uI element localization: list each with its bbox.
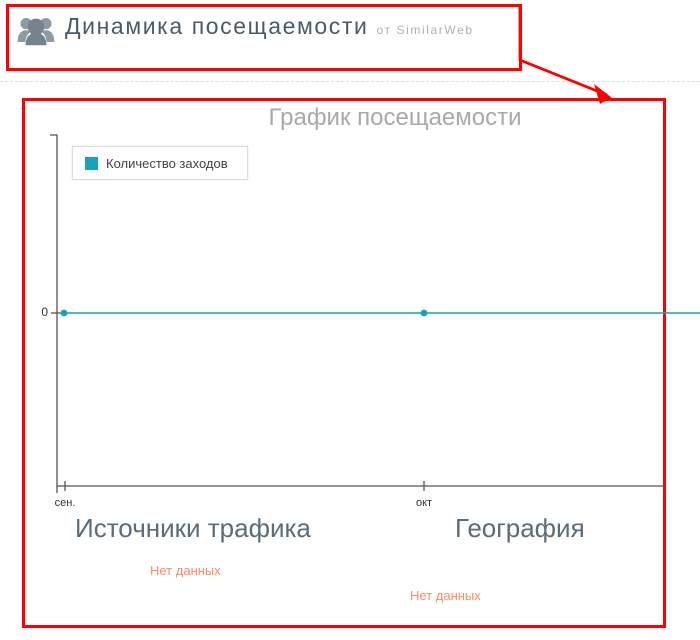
svg-text:сен.: сен. xyxy=(55,497,76,509)
svg-text:0: 0 xyxy=(41,305,48,319)
svg-text:окт: окт xyxy=(416,497,432,509)
